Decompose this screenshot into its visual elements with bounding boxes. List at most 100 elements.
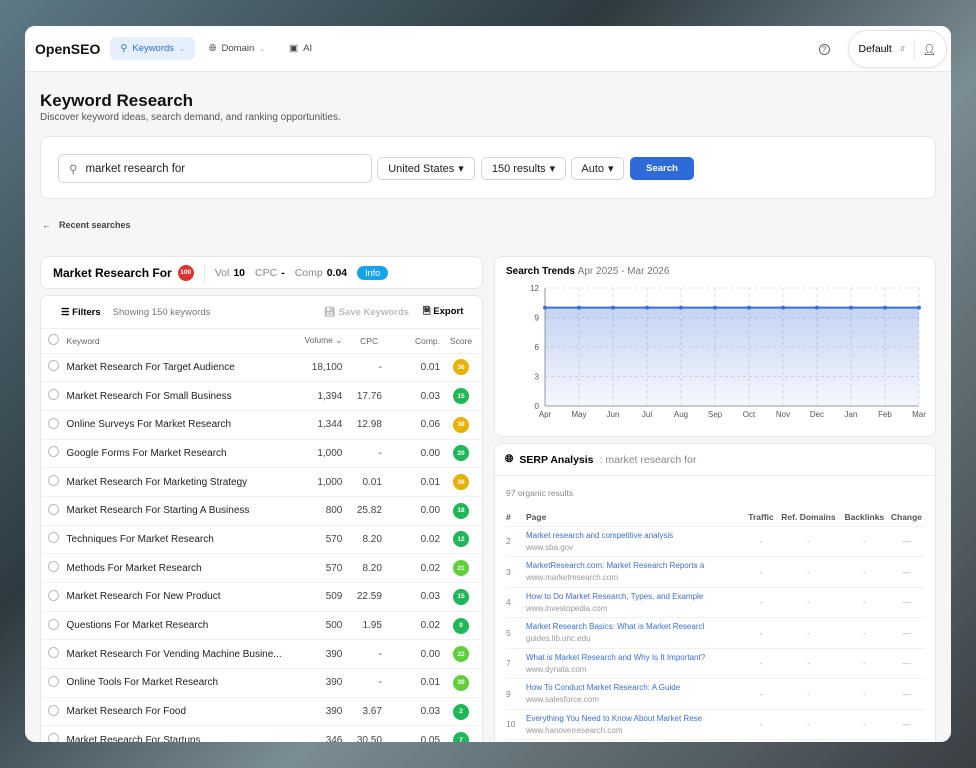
y-tick-label: 6 <box>535 343 540 352</box>
table-row[interactable]: Market Research For New Product 509 22.5… <box>41 582 482 612</box>
table-row[interactable]: Market Research For Starting A Business … <box>41 496 482 526</box>
keyword-cell[interactable]: Market Research For New Product <box>66 582 282 612</box>
row-checkbox[interactable] <box>48 475 60 487</box>
score-badge: 2 <box>453 703 470 720</box>
x-tick-label: Jul <box>642 410 652 419</box>
select-all-checkbox[interactable] <box>48 334 60 346</box>
search-button[interactable]: Search <box>630 157 694 180</box>
row-checkbox[interactable] <box>48 618 60 630</box>
table-row[interactable]: Market Research For Food 390 3.67 0.03 2 <box>41 697 482 727</box>
project-switcher[interactable]: Default ⇵ 👤︎ <box>847 30 947 68</box>
country-select[interactable]: United States ▾ <box>377 157 475 180</box>
col-comp[interactable]: Comp. <box>395 329 441 354</box>
volume-cell: 500 <box>281 611 343 641</box>
keyword-cell[interactable]: Google Forms For Market Research <box>66 439 282 469</box>
row-checkbox[interactable] <box>48 417 60 429</box>
keyword-table-card: ☰ Filters Showing 150 keywords 💾︎ Save K… <box>40 295 483 742</box>
table-row[interactable]: Methods For Market Research 570 8.20 0.0… <box>41 553 482 583</box>
table-row[interactable]: Online Tools For Market Research 390 - 0… <box>41 668 482 698</box>
keyword-cell[interactable]: Market Research For Startups <box>66 725 282 742</box>
x-tick-label: Mar <box>912 410 926 419</box>
keyword-cell[interactable]: Online Surveys For Market Research <box>66 410 282 440</box>
row-checkbox[interactable] <box>48 647 60 659</box>
table-row[interactable]: Market Research For Marketing Strategy 1… <box>41 467 482 497</box>
mode-select[interactable]: Auto ▾ <box>571 157 624 180</box>
project-name: Default <box>858 43 892 55</box>
country-value: United States <box>388 162 455 175</box>
col-keyword[interactable]: Keyword <box>66 329 282 354</box>
table-row[interactable]: Market Research For Small Business 1,394… <box>41 381 482 411</box>
nav-ai[interactable]: ▣ AI <box>279 37 322 60</box>
table-row[interactable]: Techniques For Market Research 570 8.20 … <box>41 525 482 555</box>
export-button[interactable]: 🗎︎ Export <box>423 306 464 317</box>
page-link[interactable]: MarketResearch.com: Market Research Repo… <box>526 561 705 571</box>
keyword-cell[interactable]: Techniques For Market Research <box>66 525 282 555</box>
data-point <box>611 305 615 310</box>
col-backlinks: Backlinks <box>840 508 888 527</box>
comp-cell: 0.03 <box>395 697 441 727</box>
keyword-cell[interactable]: Online Tools For Market Research <box>66 668 282 698</box>
page-link[interactable]: How to Do Market Research, Types, and Ex… <box>526 591 704 601</box>
cpc-cell: - <box>342 439 396 469</box>
table-row[interactable]: Google Forms For Market Research 1,000 -… <box>41 439 482 469</box>
comp-cell: 0.00 <box>395 639 441 670</box>
row-checkbox[interactable] <box>48 733 60 742</box>
page-link[interactable]: Market Research Basics: What is Market R… <box>526 622 705 632</box>
keyword-cell[interactable]: Methods For Market Research <box>66 553 282 583</box>
info-button[interactable]: Info <box>357 265 389 280</box>
traffic-cell: - <box>745 678 777 710</box>
row-checkbox[interactable] <box>48 389 60 401</box>
comp-cell: 0.02 <box>395 553 441 583</box>
rank-cell: 3 <box>506 556 526 588</box>
results-select[interactable]: 150 results ▾ <box>481 157 566 180</box>
keyword-cell[interactable]: Market Research For Food <box>66 697 282 727</box>
help-icon[interactable]: ? <box>818 43 830 55</box>
backlinks-cell: - <box>840 648 888 679</box>
page-domain: www.dynata.com <box>526 664 587 674</box>
keyword-cell[interactable]: Market Research For Vending Machine Busi… <box>66 639 282 670</box>
keyword-search-input[interactable]: ⚲ market research for <box>58 154 372 183</box>
nav-label: AI <box>303 43 313 54</box>
filters-label: Filters <box>72 306 101 318</box>
nav-keywords[interactable]: ⚲ Keywords ⌄ <box>110 37 195 60</box>
page-link[interactable]: Market research and competitive analysis <box>526 530 674 540</box>
table-row[interactable]: Questions For Market Research 500 1.95 0… <box>41 611 482 641</box>
recent-searches-link[interactable]: ← Recent searches <box>42 220 131 230</box>
col-volume[interactable]: Volume ⌄ <box>281 329 343 354</box>
data-point <box>781 305 785 310</box>
keyword-summary: Market Research For 100 Vol 10 CPC - Comp 0… <box>40 256 483 289</box>
row-checkbox[interactable] <box>48 561 60 573</box>
keyword-cell[interactable]: Market Research For Marketing Strategy <box>66 467 282 497</box>
user-icon[interactable]: 👤︎ <box>922 43 936 56</box>
row-checkbox[interactable] <box>48 503 60 515</box>
keyword-cell[interactable]: Market Research For Small Business <box>66 381 282 411</box>
comp-cell: 0.03 <box>395 381 441 411</box>
table-row[interactable]: Market Research For Vending Machine Busi… <box>41 639 482 670</box>
row-checkbox[interactable] <box>48 589 60 601</box>
col-traffic: Traffic <box>745 508 777 527</box>
col-change: Change <box>887 508 925 527</box>
score-badge: 20 <box>453 445 470 462</box>
page-link[interactable]: What is Market Research and Why Is It Im… <box>526 652 706 662</box>
page-link[interactable]: How To Conduct Market Research: A Guide <box>526 683 681 693</box>
keyword-cell[interactable]: Questions For Market Research <box>66 611 282 641</box>
row-checkbox[interactable] <box>48 532 60 544</box>
filters-button[interactable]: ☰ Filters <box>61 306 101 318</box>
row-checkbox[interactable] <box>48 446 60 458</box>
nav-domain[interactable]: 🌐︎ Domain ⌄ <box>199 37 275 60</box>
keyword-cell[interactable]: Market Research For Starting A Business <box>66 496 282 526</box>
save-keywords-button[interactable]: 💾︎ Save Keywords <box>324 306 409 318</box>
row-checkbox[interactable] <box>48 360 60 372</box>
col-score[interactable]: Score <box>440 329 482 354</box>
table-row[interactable]: Market Research For Target Audience 18,1… <box>41 353 482 383</box>
table-row[interactable]: Online Surveys For Market Research 1,344… <box>41 410 482 440</box>
col-cpc[interactable]: CPC <box>342 329 396 354</box>
table-row[interactable]: Market Research For Startups 346 30.50 0… <box>41 725 482 742</box>
row-checkbox[interactable] <box>48 704 60 716</box>
row-checkbox[interactable] <box>48 675 60 687</box>
score-badge: 18 <box>453 502 470 519</box>
page-subtitle: Discover keyword ideas, search demand, a… <box>40 112 341 123</box>
cpc-cell: - <box>342 668 396 698</box>
page-link[interactable]: Everything You Need to Know About Market… <box>526 713 703 723</box>
keyword-cell[interactable]: Market Research For Target Audience <box>66 353 282 383</box>
